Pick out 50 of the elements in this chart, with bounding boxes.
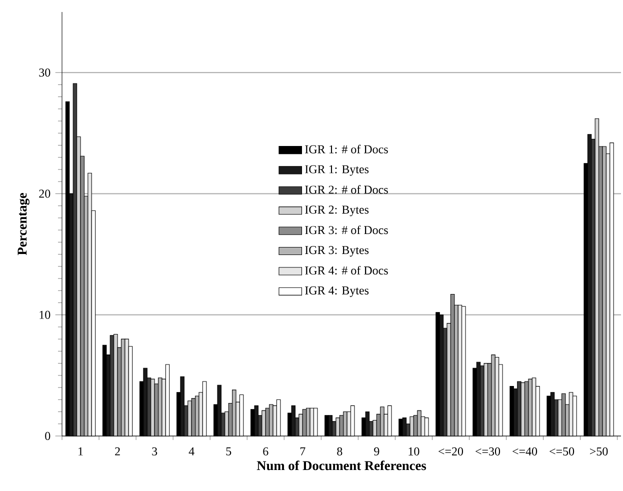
y-tick-label: 0	[45, 432, 50, 440]
bar	[417, 410, 422, 436]
bar	[254, 405, 258, 436]
bar	[328, 415, 333, 436]
x-tick-label: <=30	[476, 447, 500, 456]
x-tick-label: 7	[300, 447, 306, 456]
legend-label: IGR 3: Bytes	[305, 246, 369, 257]
legend-label: IGR 2: # of Docs	[305, 185, 388, 194]
bar	[336, 418, 340, 436]
x-tick-label: <=20	[438, 447, 464, 456]
x-tick-label: 3	[152, 447, 158, 456]
y-axis-title: Percentage	[18, 192, 30, 256]
bar	[602, 146, 606, 436]
legend-label: IGR 1: Bytes	[305, 165, 369, 176]
legend-label: IGR 3: # of Docs	[305, 226, 388, 234]
bar	[188, 400, 192, 436]
legend-label: IGR 2: Bytes	[305, 206, 369, 216]
bar	[143, 368, 148, 436]
x-tick-label: 1	[78, 447, 83, 456]
x-tick-label: 5	[226, 447, 232, 456]
x-axis-title: Num of Document References	[256, 460, 426, 470]
x-tick-label: 9	[374, 447, 380, 456]
x-tick-label: >50	[590, 447, 608, 456]
legend-label: IGR 1: # of Docs	[305, 144, 388, 154]
bar	[380, 406, 384, 436]
bar	[520, 382, 526, 436]
x-tick-label: 4	[188, 447, 194, 456]
x-tick-label: <=40	[512, 447, 538, 456]
y-tick-label: 30	[39, 68, 50, 77]
legend-label: IGR 4: Bytes	[305, 286, 369, 297]
y-tick-label: 20	[39, 190, 50, 198]
bar	[262, 410, 266, 436]
bar	[310, 408, 314, 436]
bar	[484, 363, 488, 436]
bar	[491, 354, 496, 436]
bar	[291, 405, 296, 436]
bar	[180, 376, 184, 436]
x-tick-label: 6	[263, 447, 268, 456]
x-tick-label: 2	[115, 447, 120, 456]
legend-label: IGR 4: # of Docs	[305, 266, 388, 275]
bar	[365, 411, 370, 436]
bar	[528, 378, 532, 436]
bar	[217, 384, 222, 436]
y-tick-label: 10	[40, 310, 50, 319]
bar	[124, 338, 129, 436]
x-tick-label: 8	[337, 447, 342, 456]
x-tick-label: 10	[408, 447, 420, 456]
x-tick-label: <=50	[550, 447, 574, 456]
bar	[88, 172, 92, 436]
bar	[410, 416, 414, 436]
